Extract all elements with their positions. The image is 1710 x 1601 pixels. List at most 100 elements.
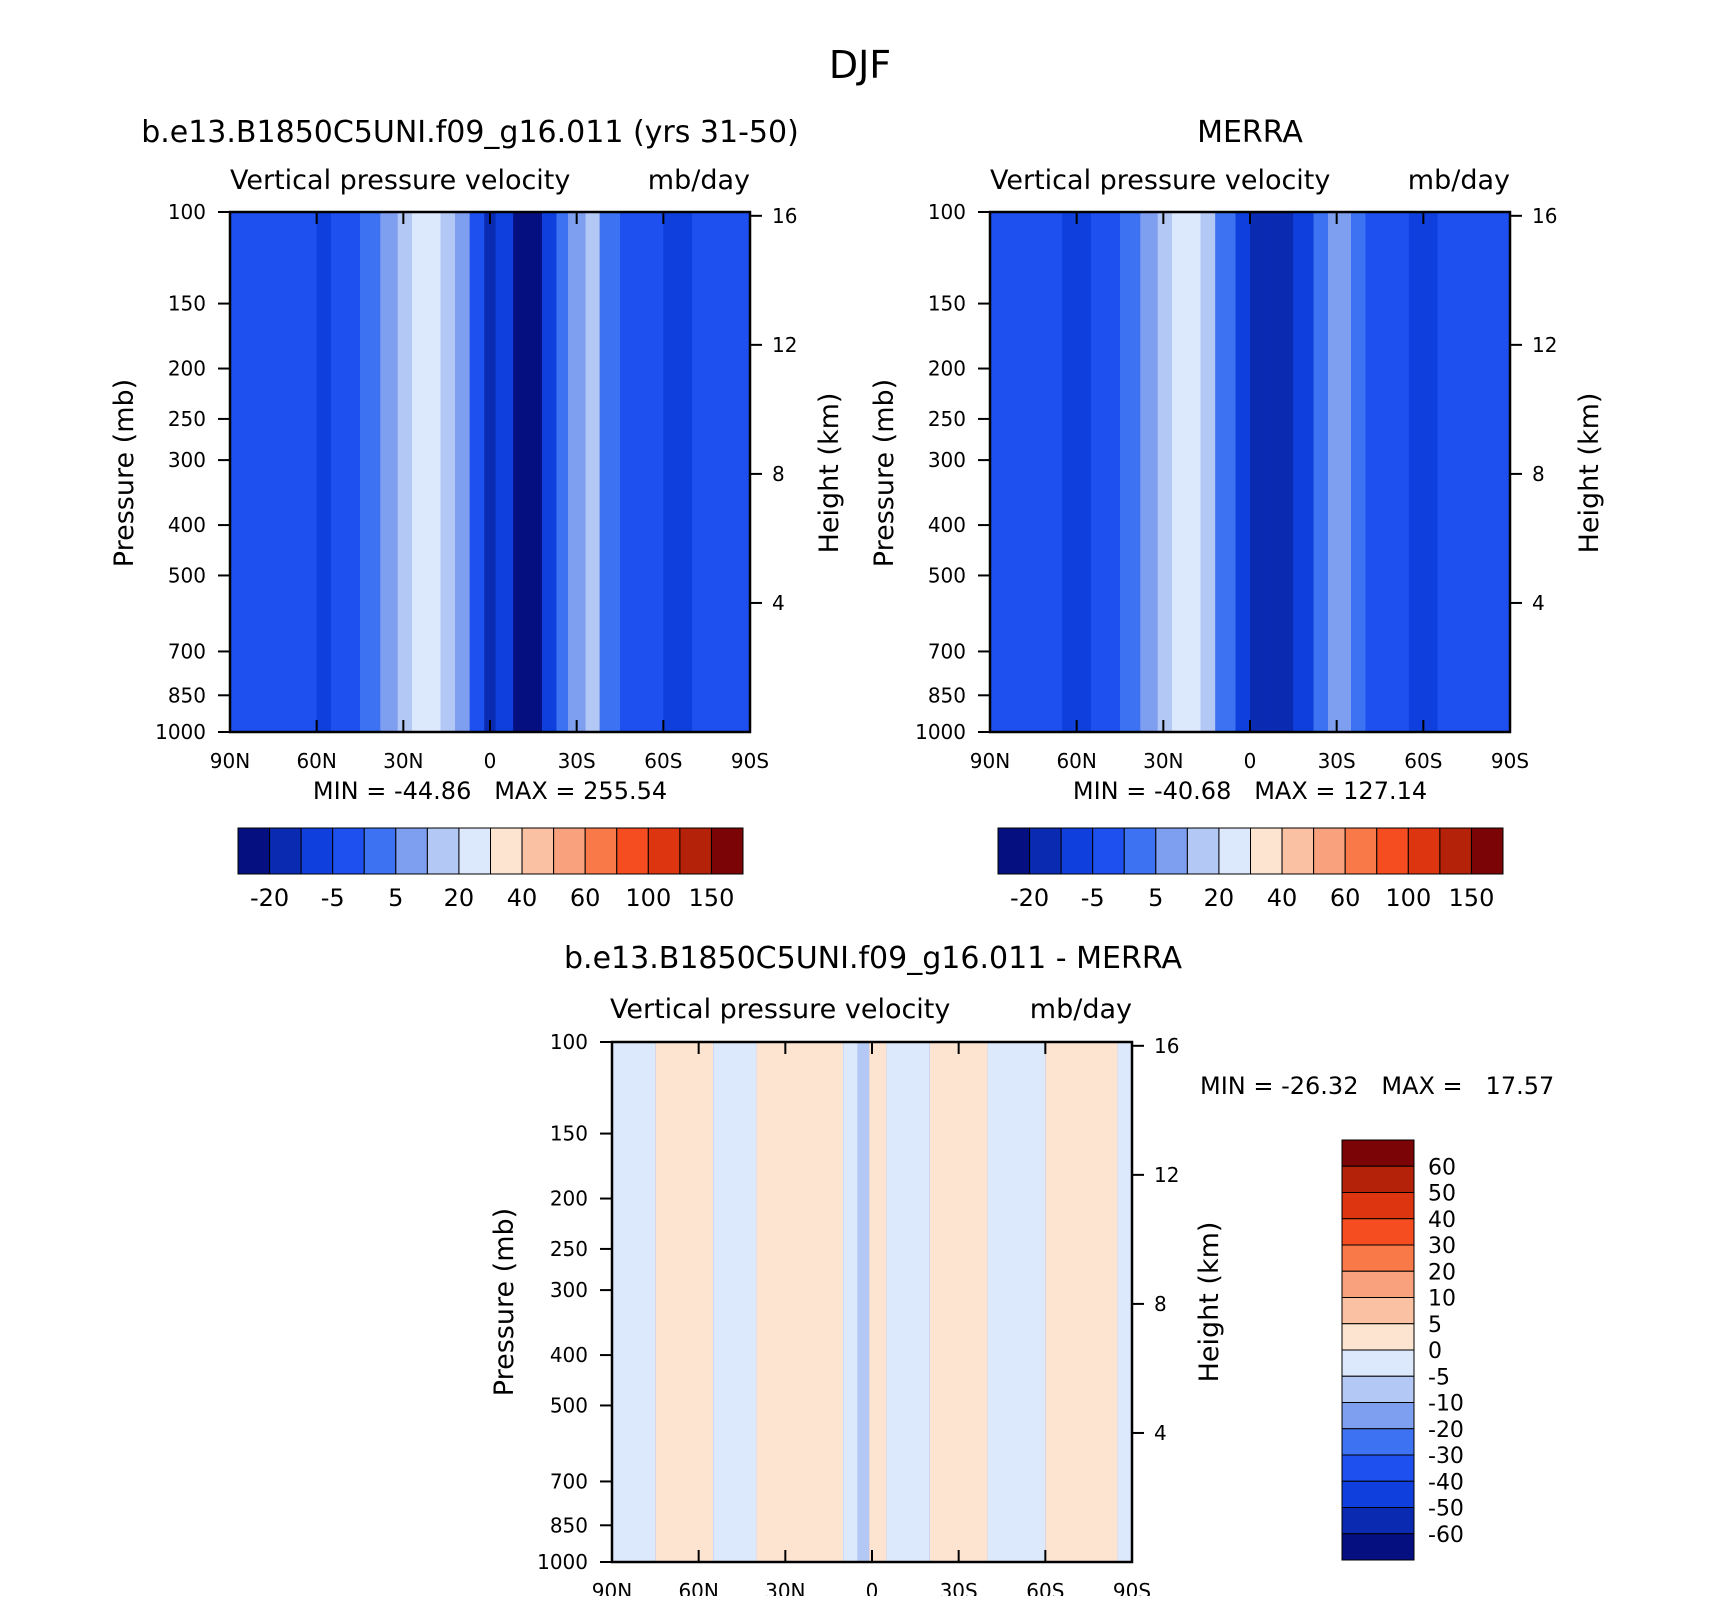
y-tick-label: 100 [168,200,206,224]
contour-band [1250,212,1265,732]
colorbar-label: 5 [1428,1313,1442,1338]
contour-band [987,1042,1046,1562]
panel-title: b.e13.B1850C5UNI.f09_g16.011 (yrs 31-50) [141,115,799,150]
contour-band [857,1042,870,1562]
colorbar-label: -50 [1428,1497,1464,1522]
colorbar-swatch [679,827,712,875]
y-tick-label: 500 [550,1393,588,1417]
colorbar-swatch [616,827,649,875]
y-right-tick-label: 4 [1154,1421,1167,1445]
colorbar: -20 -5 5 20 40 60 100 150 [237,827,744,912]
colorbar-label: 60 [570,884,601,912]
colorbar-label: 60 [1330,884,1361,912]
x-tick-label: 30S [558,749,596,773]
x-tick-label: 0 [1244,749,1257,773]
colorbar-label: 60 [1428,1155,1456,1180]
contour-band [612,1042,656,1562]
y-tick-label: 700 [168,639,206,663]
colorbar-swatch [1344,827,1378,875]
plot-area: 90N 60N 30N 0 30S 60S 90S 100 150 200 250 300 400 500… [915,200,1557,773]
x-tick-label: 60N [296,749,336,773]
colorbar-label: -20 [1428,1418,1464,1443]
colorbar-swatch [1281,827,1315,875]
y-right-tick-label: 8 [1532,462,1545,486]
y-tick-label: 250 [928,407,966,431]
contour-band [397,212,412,732]
colorbar-swatch [1407,827,1441,875]
y-tick-label: 300 [168,448,206,472]
y-tick-label: 1000 [537,1550,588,1574]
min-max-label: MIN = -26.32 MAX = 17.57 [1200,1072,1554,1100]
contour-band [886,1042,930,1562]
y-right-tick-label: 16 [772,204,797,228]
colorbar-swatch [490,827,523,875]
panel-difference: b.e13.B1850C5UNI.f09_g16.011 - MERRA Ver… [489,941,1554,1601]
colorbar-swatch [1341,1375,1415,1403]
panel-subtitle: Vertical pressure velocity [990,165,1330,196]
x-tick-label: 30N [383,749,423,773]
x-tick-label: 0 [866,1579,879,1596]
colorbar-swatch [1341,1323,1415,1351]
y-right-tick-label: 16 [1532,204,1557,228]
contour-band [440,212,456,732]
colorbar-label: -5 [321,884,345,912]
panel-subtitle: Vertical pressure velocity [230,165,570,196]
x-tick-label: 90S [1491,749,1529,773]
panel-subtitle: Vertical pressure velocity [610,994,950,1025]
colorbar-swatch [1218,827,1251,875]
colorbar-label: 40 [507,884,538,912]
x-tick-label: 90S [1113,1579,1151,1596]
colorbar-swatch [647,827,681,875]
contour-band [1235,212,1250,732]
contour-band [1117,1042,1132,1562]
colorbar-swatch [1341,1533,1415,1561]
x-tick-label: 90N [210,749,250,773]
contour-band [412,212,441,732]
colorbar-label: 5 [1148,884,1163,912]
colorbar-label: 150 [1449,884,1495,912]
contour-band [1408,212,1438,732]
colorbar-swatch [1029,827,1062,875]
contour-band [469,212,485,732]
colorbar-swatch [1341,1270,1415,1298]
contour-band [869,1042,887,1562]
y-axis-right-label: Height (km) [1574,393,1605,554]
y-axis-label: Pressure (mb) [869,379,900,567]
x-tick-label: 60N [1056,749,1096,773]
y-axis-right-label: Height (km) [1194,1222,1225,1383]
colorbar-label: 100 [625,884,671,912]
x-tick-label: 30S [940,1579,978,1596]
contour-band [513,212,542,732]
y-right-tick-label: 4 [772,591,785,615]
panel-model: b.e13.B1850C5UNI.f09_g16.011 (yrs 31-50)… [109,115,845,912]
colorbar-swatch [584,827,618,875]
x-tick-label: 0 [484,749,497,773]
contour-band [1062,212,1092,732]
colorbar-swatch [426,827,460,875]
colorbar-label: 20 [1204,884,1235,912]
colorbar-label: 150 [689,884,735,912]
y-tick-label: 100 [928,200,966,224]
colorbar-swatch [1470,827,1504,875]
colorbar-label: -20 [250,884,289,912]
contour-band [599,212,620,732]
y-axis-right-label: Height (km) [814,393,845,554]
colorbar-swatch [1123,827,1157,875]
y-tick-label: 400 [550,1343,588,1367]
panel-title: MERRA [1197,115,1303,150]
colorbar-label: -5 [1081,884,1105,912]
contour-band [1351,212,1366,732]
y-tick-label: 850 [928,683,966,707]
x-tick-label: 90N [970,749,1010,773]
colorbar-label: 10 [1428,1287,1456,1312]
contour-band [316,212,332,732]
colorbar-swatch [1313,827,1346,875]
colorbar-label: 40 [1267,884,1298,912]
panel-units: mb/day [648,165,750,196]
y-tick-label: 500 [928,563,966,587]
contour-band [1215,212,1236,732]
colorbar: -20 -5 5 20 40 60 100 150 [997,827,1504,912]
y-tick-label: 200 [928,357,966,381]
